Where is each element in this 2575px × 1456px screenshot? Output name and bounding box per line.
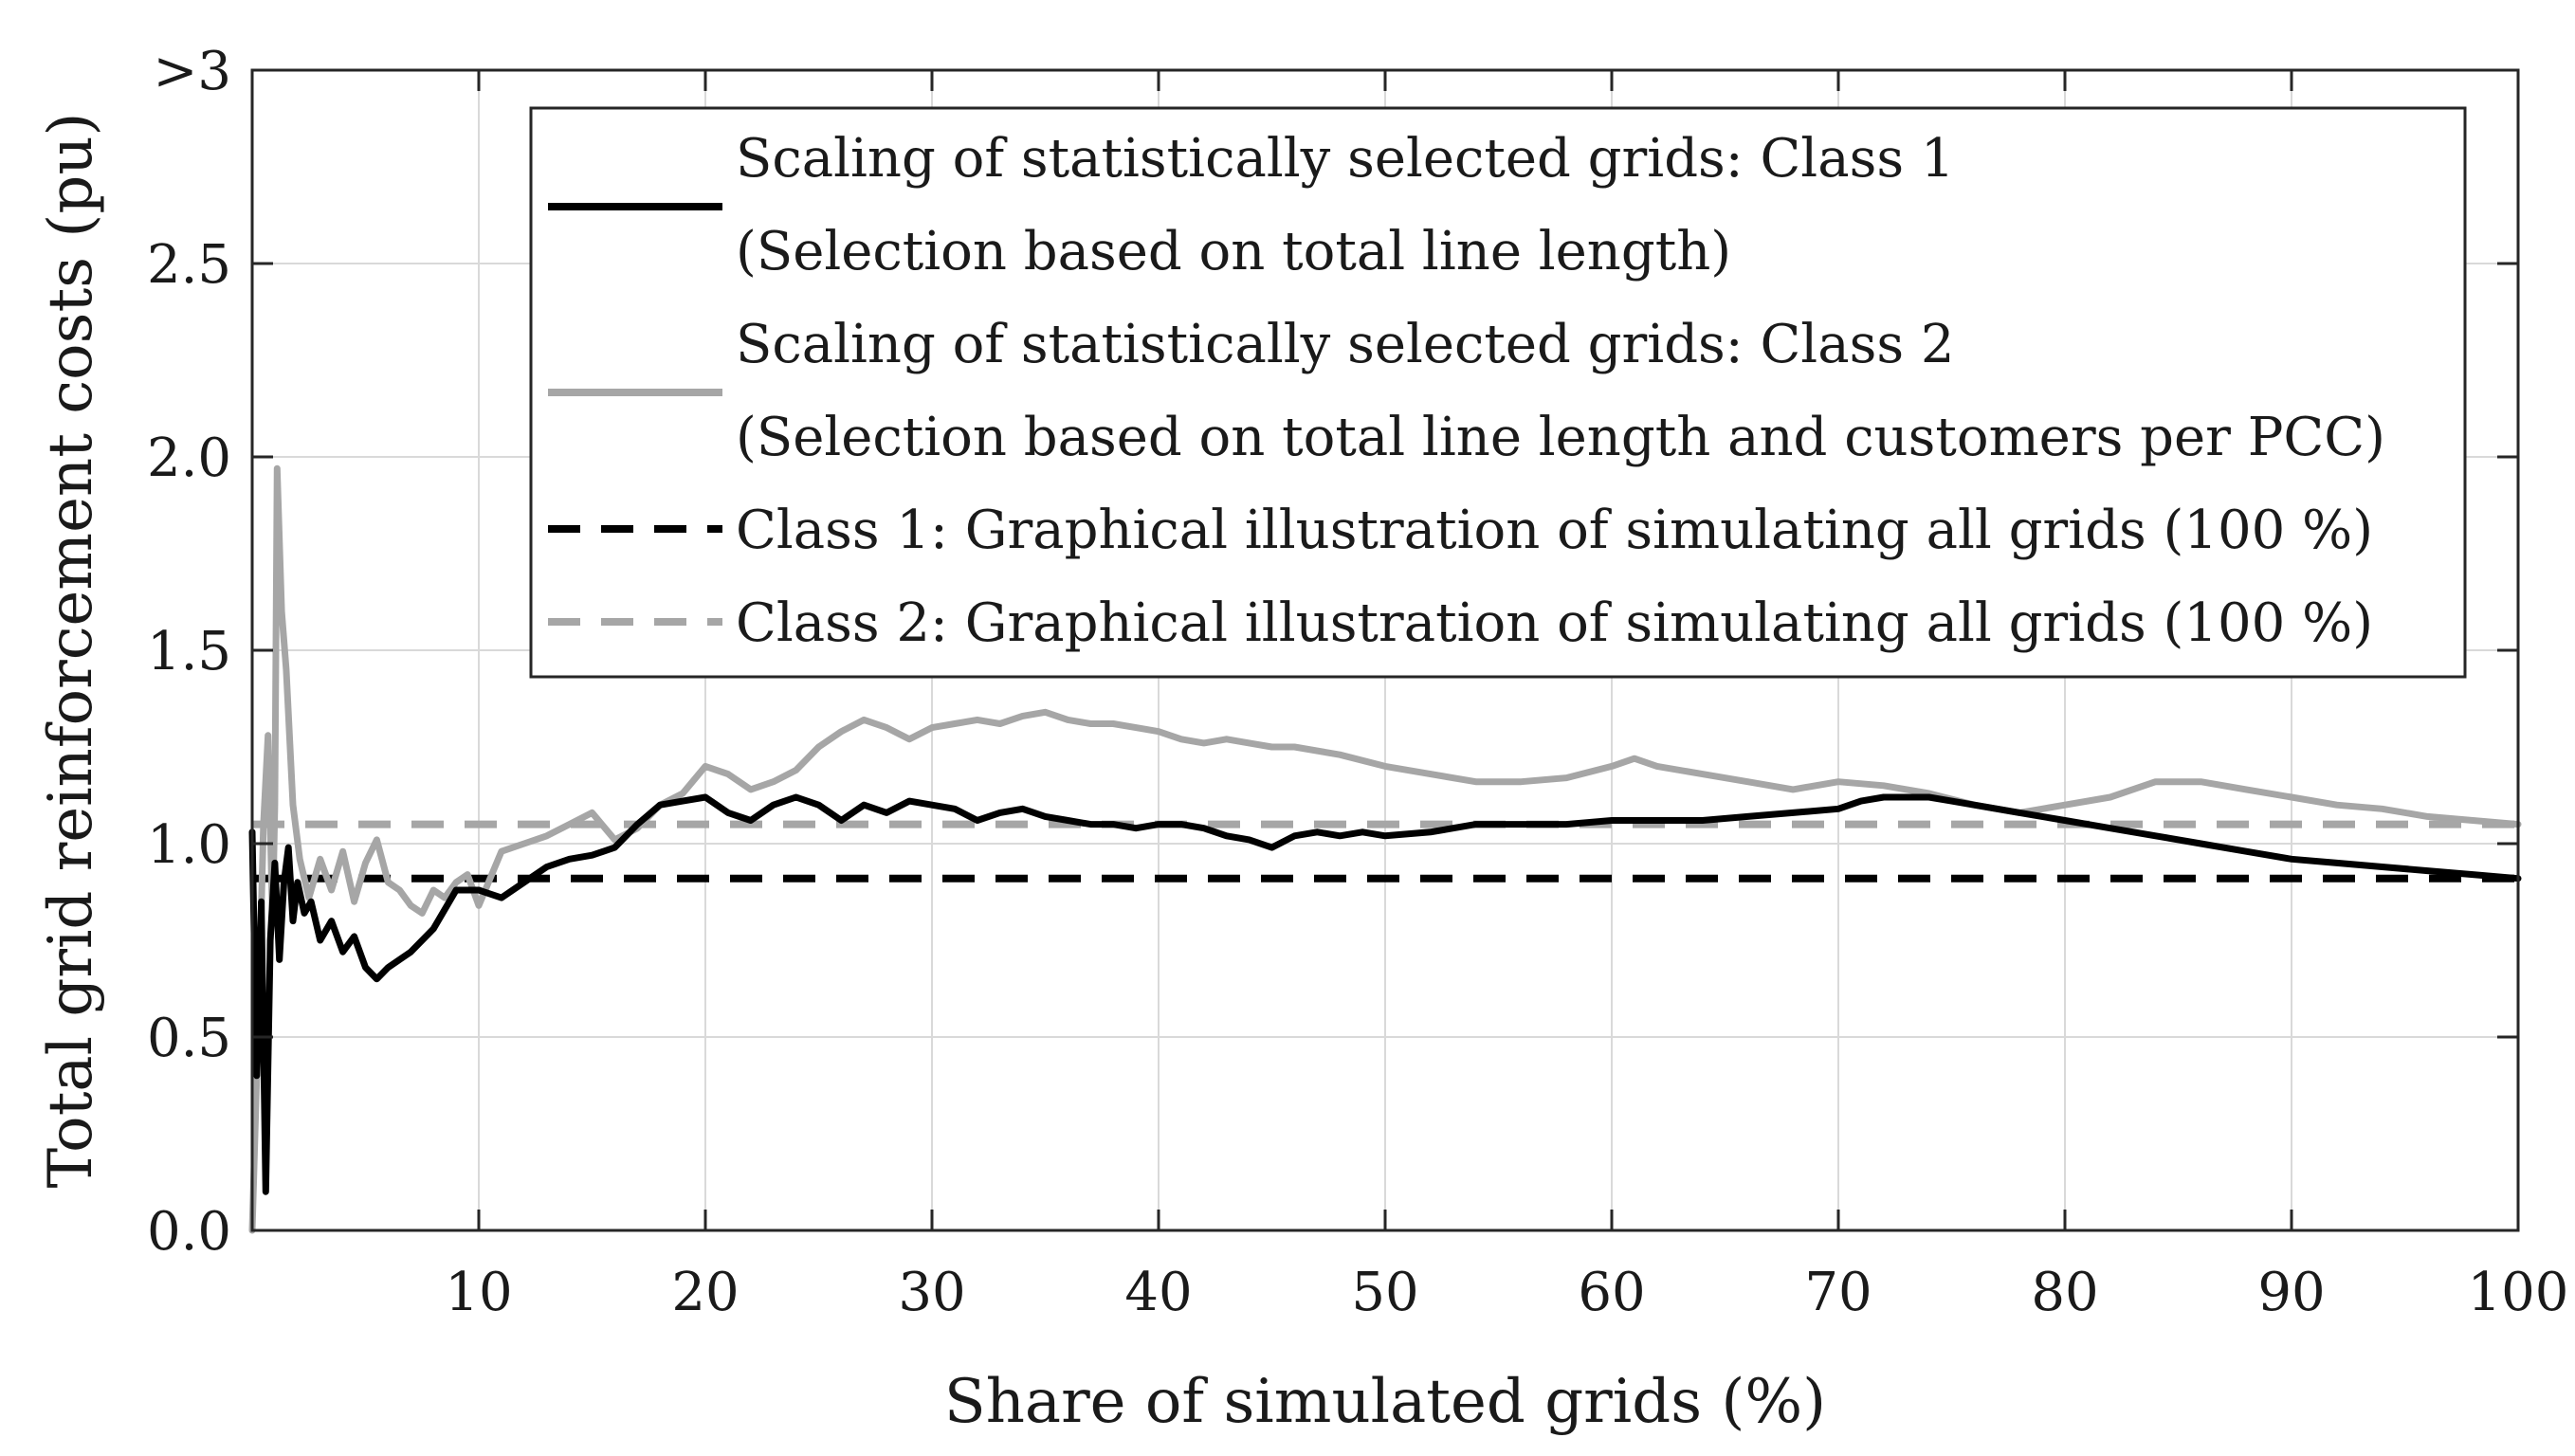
x-axis-label: Share of simulated grids (%) — [944, 1367, 1826, 1437]
legend-label-class1-scaling: Scaling of statistically selected grids:… — [736, 128, 1955, 190]
legend-label-class2-scaling-note: (Selection based on total line length an… — [736, 407, 2385, 468]
y-tick-label: 0.5 — [147, 1008, 231, 1069]
x-tick-label: 90 — [2257, 1262, 2325, 1323]
legend-box — [529, 106, 2467, 679]
legend-label-class1-all-grids: Class 1: Graphical illustration of simul… — [736, 500, 2373, 561]
y-tick-label: 0.0 — [147, 1201, 231, 1263]
x-tick-label: 40 — [1124, 1262, 1192, 1323]
x-tick-label: 50 — [1351, 1262, 1418, 1323]
y-tick-label: 2.5 — [147, 234, 231, 296]
legend-label-class2-scaling: Scaling of statistically selected grids:… — [736, 314, 1955, 375]
x-tick-label: 60 — [1578, 1262, 1645, 1323]
series-line-class1-scaling — [248, 793, 2522, 1195]
series-line-class2-scaling — [248, 464, 2522, 1234]
x-tick-label: 70 — [1804, 1262, 1872, 1323]
series-lines — [248, 464, 2522, 1234]
x-tick-label: 100 — [2468, 1262, 2569, 1323]
x-tick-label: 80 — [2031, 1262, 2098, 1323]
legend: Scaling of statistically selected grids:… — [529, 106, 2467, 679]
y-axis-label: Total grid reinforcement costs (pu) — [36, 112, 106, 1188]
x-tick-label: 10 — [445, 1262, 512, 1323]
legend-label-class1-scaling-note: (Selection based on total line length) — [736, 221, 1731, 282]
axis-ticks: 10 20 30 40 50 60 70 80 90 100 0.0 0.5 1.0 1.5 2.0 2.5 >… — [147, 41, 2569, 1323]
y-tick-label: >3 — [153, 41, 231, 102]
y-tick-label: 1.5 — [147, 621, 231, 682]
legend-label-class2-all-grids: Class 2: Graphical illustration of simul… — [736, 592, 2373, 654]
x-tick-label: 20 — [671, 1262, 739, 1323]
y-tick-label: 1.0 — [147, 814, 231, 876]
x-tick-label: 30 — [898, 1262, 965, 1323]
y-tick-label: 2.0 — [147, 428, 231, 489]
